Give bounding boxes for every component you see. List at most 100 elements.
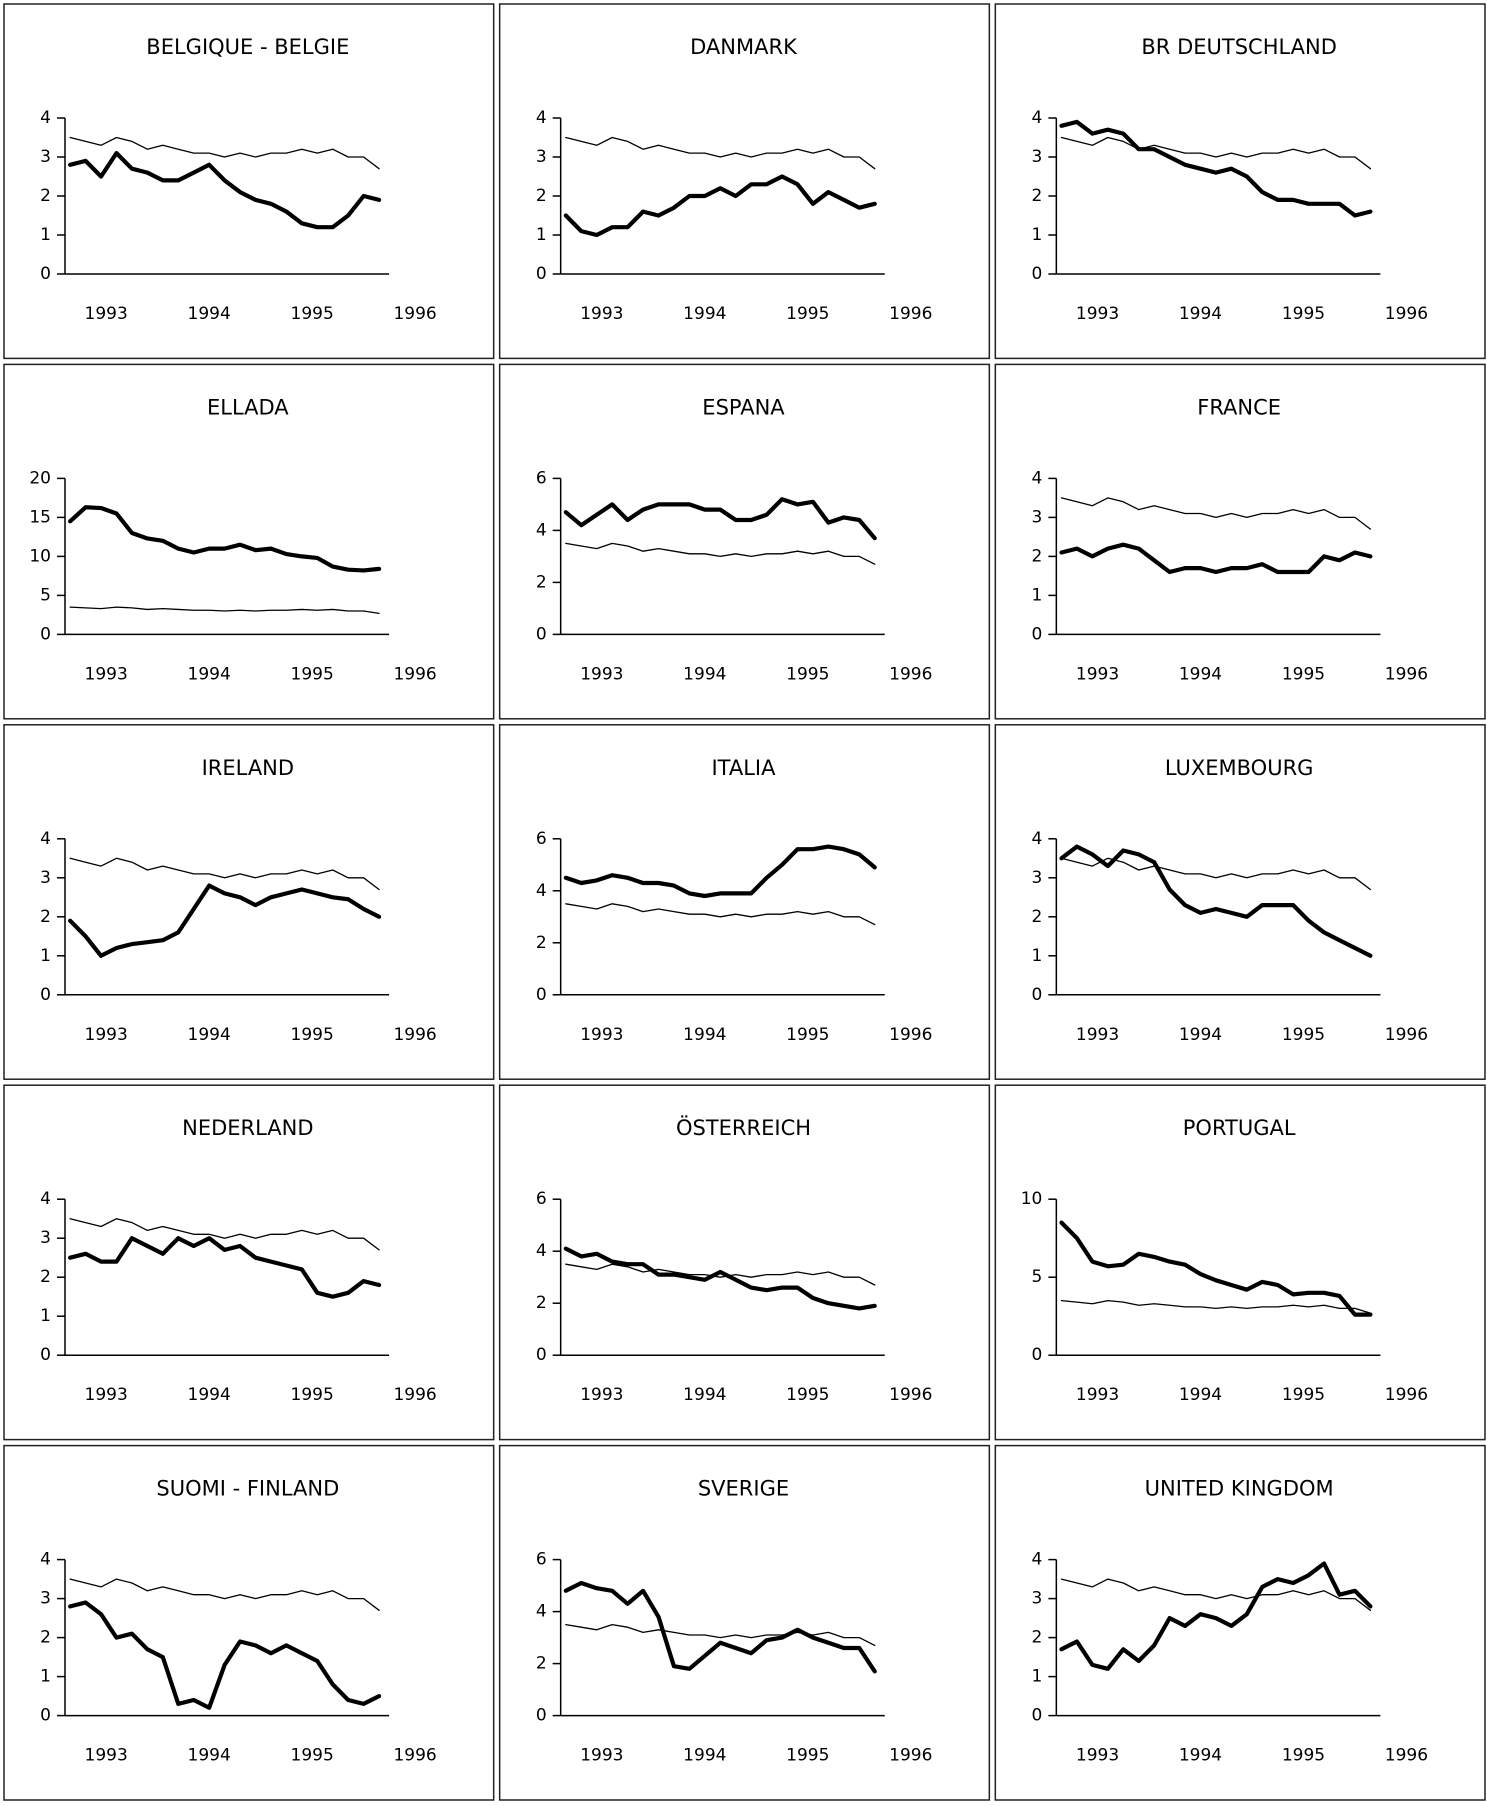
- x-tick-label: 1994: [1179, 1025, 1222, 1045]
- chart-title: LUXEMBOURG: [1165, 756, 1314, 780]
- y-tick-label: 0: [40, 624, 51, 644]
- x-tick-label: 1993: [85, 664, 128, 684]
- x-tick-label: 1996: [1385, 664, 1428, 684]
- panel-border: [498, 1084, 991, 1441]
- series-line-reference: [565, 1263, 876, 1286]
- y-tick-label: 1: [1032, 946, 1043, 966]
- y-tick-label: 2: [1032, 546, 1043, 566]
- series-line-main: [68, 883, 382, 958]
- series-line-reference: [565, 1623, 876, 1647]
- y-tick-label: 2: [536, 1654, 547, 1674]
- y-tick-label: 2: [40, 186, 51, 206]
- panel-border: [498, 363, 991, 720]
- x-tick-label: 1995: [786, 1025, 829, 1045]
- panel: FRANCE 0 1 2 3 4 1993 1994 1995 1996: [994, 363, 1486, 720]
- panel: NEDERLAND 0 1 2 3 4 1993 1994 1995 1996: [3, 1084, 495, 1441]
- x-tick-label: 1993: [1076, 304, 1119, 324]
- panel: BELGIQUE - BELGIE 0 1 2 3 4 1993 1994 1995 1996: [3, 3, 495, 360]
- panel-border: [994, 1084, 1486, 1441]
- y-tick-label: 1: [536, 225, 547, 245]
- x-tick-label: 1995: [291, 304, 334, 324]
- series-line-reference: [565, 136, 876, 170]
- x-tick-label: 1993: [85, 304, 128, 324]
- y-tick-label: 4: [40, 108, 51, 128]
- y-tick-label: 20: [29, 468, 51, 488]
- y-tick-label: 4: [536, 1241, 547, 1261]
- y-tick-label: 4: [40, 1189, 51, 1209]
- chart-title: ITALIA: [711, 756, 776, 780]
- x-tick-label: 1996: [889, 1746, 932, 1766]
- y-tick-label: 2: [536, 1293, 547, 1313]
- y-tick-label: 2: [40, 907, 51, 927]
- panel-border: [994, 1444, 1486, 1801]
- chart-title: PORTUGAL: [1183, 1116, 1296, 1140]
- x-tick-label: 1996: [889, 304, 932, 324]
- x-tick-label: 1994: [683, 1385, 726, 1405]
- x-tick-label: 1995: [291, 1746, 334, 1766]
- y-tick-label: 3: [1032, 147, 1043, 167]
- y-tick-label: 6: [536, 1189, 547, 1209]
- y-tick-label: 1: [40, 946, 51, 966]
- x-tick-label: 1994: [188, 1746, 231, 1766]
- series-line-main: [1059, 119, 1373, 218]
- y-tick-label: 1: [1032, 1667, 1043, 1687]
- y-tick-label: 4: [536, 520, 547, 540]
- y-tick-label: 0: [40, 1706, 51, 1726]
- series-line-main: [563, 174, 877, 238]
- x-tick-label: 1993: [1076, 1746, 1119, 1766]
- chart-title: ELLADA: [207, 395, 289, 419]
- y-tick-label: 10: [29, 546, 51, 566]
- x-tick-label: 1993: [580, 664, 623, 684]
- series-line-reference: [565, 542, 876, 565]
- x-tick-label: 1995: [291, 1025, 334, 1045]
- y-tick-label: 4: [40, 829, 51, 849]
- x-tick-label: 1993: [580, 304, 623, 324]
- chart-title: SVERIGE: [698, 1477, 789, 1501]
- y-tick-label: 3: [40, 147, 51, 167]
- panel-border: [498, 724, 991, 1080]
- x-tick-label: 1996: [889, 664, 932, 684]
- x-tick-label: 1996: [393, 1025, 436, 1045]
- series-line-main: [563, 1580, 877, 1674]
- x-tick-label: 1996: [889, 1385, 932, 1405]
- series-line-reference: [1060, 497, 1372, 530]
- series-line-main: [1059, 1220, 1373, 1317]
- x-tick-label: 1993: [85, 1746, 128, 1766]
- panel-border: [498, 3, 991, 360]
- y-tick-label: 0: [536, 1706, 547, 1726]
- x-tick-label: 1994: [1179, 304, 1222, 324]
- series-line-reference: [1060, 1578, 1372, 1611]
- x-tick-label: 1993: [85, 1385, 128, 1405]
- panel: DANMARK 0 1 2 3 4 1993 1994 1995 1996: [498, 3, 991, 360]
- panel-border: [3, 1084, 495, 1441]
- series-line-reference: [69, 606, 380, 614]
- series-line-main: [68, 151, 382, 230]
- x-tick-label: 1996: [1385, 1746, 1428, 1766]
- y-tick-label: 1: [40, 1667, 51, 1687]
- x-tick-label: 1996: [889, 1025, 932, 1045]
- panel-border: [3, 724, 495, 1080]
- x-tick-label: 1995: [786, 1385, 829, 1405]
- series-line-main: [68, 1236, 382, 1299]
- x-tick-label: 1994: [1179, 1746, 1222, 1766]
- series-line-reference: [69, 136, 380, 170]
- y-tick-label: 2: [1032, 1628, 1043, 1648]
- y-tick-label: 1: [1032, 585, 1043, 605]
- y-tick-label: 4: [536, 1602, 547, 1622]
- series-line-main: [68, 1600, 382, 1710]
- x-tick-label: 1995: [786, 664, 829, 684]
- y-tick-label: 3: [1032, 868, 1043, 888]
- y-tick-label: 4: [1032, 829, 1043, 849]
- y-tick-label: 2: [536, 186, 547, 206]
- y-tick-label: 5: [40, 585, 51, 605]
- series-line-main: [1059, 1561, 1373, 1671]
- y-tick-label: 0: [40, 264, 51, 284]
- x-tick-label: 1993: [580, 1025, 623, 1045]
- panel: SUOMI - FINLAND 0 1 2 3 4 1993 1994 1995 1996: [3, 1444, 495, 1801]
- series-line-main: [563, 497, 877, 541]
- y-tick-label: 0: [1032, 624, 1043, 644]
- y-tick-label: 10: [1021, 1189, 1043, 1209]
- x-tick-label: 1993: [580, 1746, 623, 1766]
- y-tick-label: 3: [40, 1228, 51, 1248]
